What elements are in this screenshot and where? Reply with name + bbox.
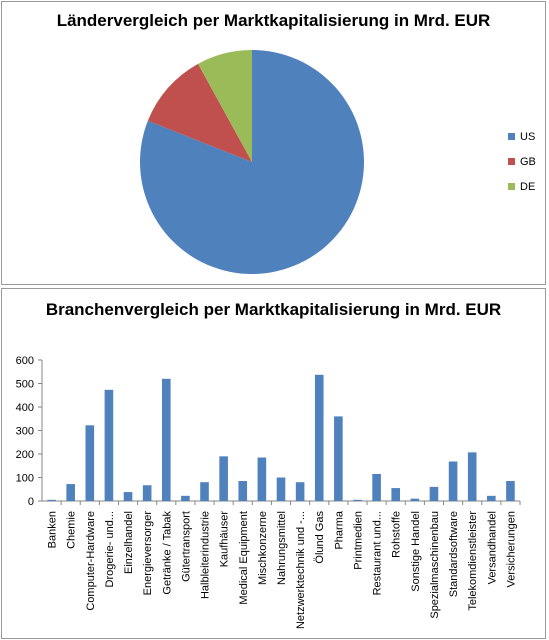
bar-rohstoffe [391, 488, 401, 501]
y-tick-label-400: 400 [16, 402, 34, 414]
legend-swatch-de [508, 183, 515, 190]
legend-label-gb: GB [520, 156, 536, 168]
bar-chemie [66, 484, 75, 501]
bar-spezialmaschinenbau [429, 486, 439, 501]
x-tick-label-mischkonzerne: Mischkonzerne [257, 511, 269, 585]
x-tick-label-nahrungsmittel: Nahrungsmittel [276, 511, 288, 585]
bar-sonstige-handel [410, 498, 420, 501]
x-tick-label-spezialmaschinenbau: Spezialmaschinenbau [429, 511, 441, 619]
y-tick-label-100: 100 [16, 473, 34, 485]
bar-restaurant-und [372, 473, 381, 501]
bar-versandhandel [487, 495, 496, 501]
bar-versicherungen [506, 481, 515, 501]
bar-medical-equipment [238, 481, 248, 501]
y-tick-label-0: 0 [28, 496, 34, 508]
bar-banken [47, 499, 56, 501]
legend-label-us: US [520, 131, 535, 143]
pie-chart: US GB DE [140, 50, 536, 274]
bar-gutertransport [181, 495, 190, 501]
x-tick-label-sonstige-handel: Sonstige Handel [410, 511, 422, 592]
bar-chart: 0 100 200 300 400 500 600 Banken Chemie Computer-… [16, 355, 521, 629]
x-tick-label-olund-gas: Ölund Gas [314, 511, 326, 564]
x-tick-label-standardsoftware: Standardsoftware [448, 511, 460, 597]
bar-mischkonzerne [257, 457, 267, 501]
x-tick-label-chemie: Chemie [66, 511, 78, 549]
x-tick-label-restaurant-und: Restaurant und... [372, 511, 384, 595]
x-tick-label-getranke-tabak: Getränke / Tabak [161, 511, 173, 595]
x-tick-label-rohstoffe: Rohstoffe [391, 511, 403, 558]
sector-chart-panel: Branchenvergleich per Marktkapitalisieru… [1, 288, 546, 639]
x-tick-label-drogerie-und: Drogerie- und... [104, 511, 116, 587]
x-tick-label-gutertransport: Gütertransport [180, 511, 192, 582]
bar-getranke-tabak [161, 378, 171, 501]
x-tick-label-printmedien: Printmedien [352, 511, 364, 570]
x-tick-label-einzelhandel: Einzelhandel [123, 511, 135, 574]
legend-swatch-us [508, 133, 515, 140]
country-chart-panel: Ländervergleich per Marktkapitalisierung… [1, 1, 546, 285]
y-tick-label-300: 300 [16, 426, 34, 438]
pie-slice-gb [147, 63, 252, 162]
x-tick-label-energieversorger: Energieversorger [142, 511, 154, 596]
bar-telekomdienstleister [467, 452, 477, 501]
x-tick-label-computer-hardware: Computer-Hardware [85, 511, 97, 611]
x-tick-label-halbleiterindustrie: Halbleiterindustrie [200, 511, 212, 599]
bar-computer-hardware [85, 425, 95, 501]
x-tick-label-banken: Banken [47, 511, 59, 548]
legend-label-de: DE [520, 181, 535, 193]
x-tick-label-kaufhauser: Kaufhäuser [219, 511, 231, 568]
x-tick-label-medical-equipment: Medical Equipment [238, 511, 250, 605]
x-tick-label-telekomdienstleister: Telekomdienstleister [467, 511, 479, 611]
pie-slice-de [198, 50, 252, 162]
bar-printmedien [353, 499, 362, 501]
bar-energieversorger [142, 485, 152, 501]
x-tick-label-versicherungen: Versicherungen [505, 511, 517, 587]
y-tick-label-200: 200 [16, 449, 34, 461]
bar-drogerie-und [104, 389, 114, 501]
bar-olund-gas [314, 374, 324, 501]
bar-chart-title: Branchenvergleich per Marktkapitalisieru… [45, 300, 502, 319]
bar-pharma [334, 416, 343, 501]
legend-swatch-gb [508, 158, 515, 165]
bar-standardsoftware [448, 461, 458, 501]
bar-halbleiterindustrie [200, 482, 209, 501]
bar-netzwerktechnik-und [295, 482, 305, 501]
bar-kaufhauser [219, 456, 228, 501]
bar-nahrungsmittel [276, 477, 286, 501]
x-tick-label-pharma: Pharma [333, 510, 345, 549]
y-tick-label-600: 600 [16, 355, 34, 367]
pie-chart-title: Ländervergleich per Marktkapitalisierung… [56, 11, 491, 30]
bar-einzelhandel [123, 492, 133, 501]
x-tick-label-netzwerktechnik-und: Netzwerktechnik und -... [295, 511, 307, 629]
x-tick-label-versandhandel: Versandhandel [486, 511, 498, 584]
pie-slice-us [140, 50, 365, 274]
y-tick-label-500: 500 [16, 379, 34, 391]
